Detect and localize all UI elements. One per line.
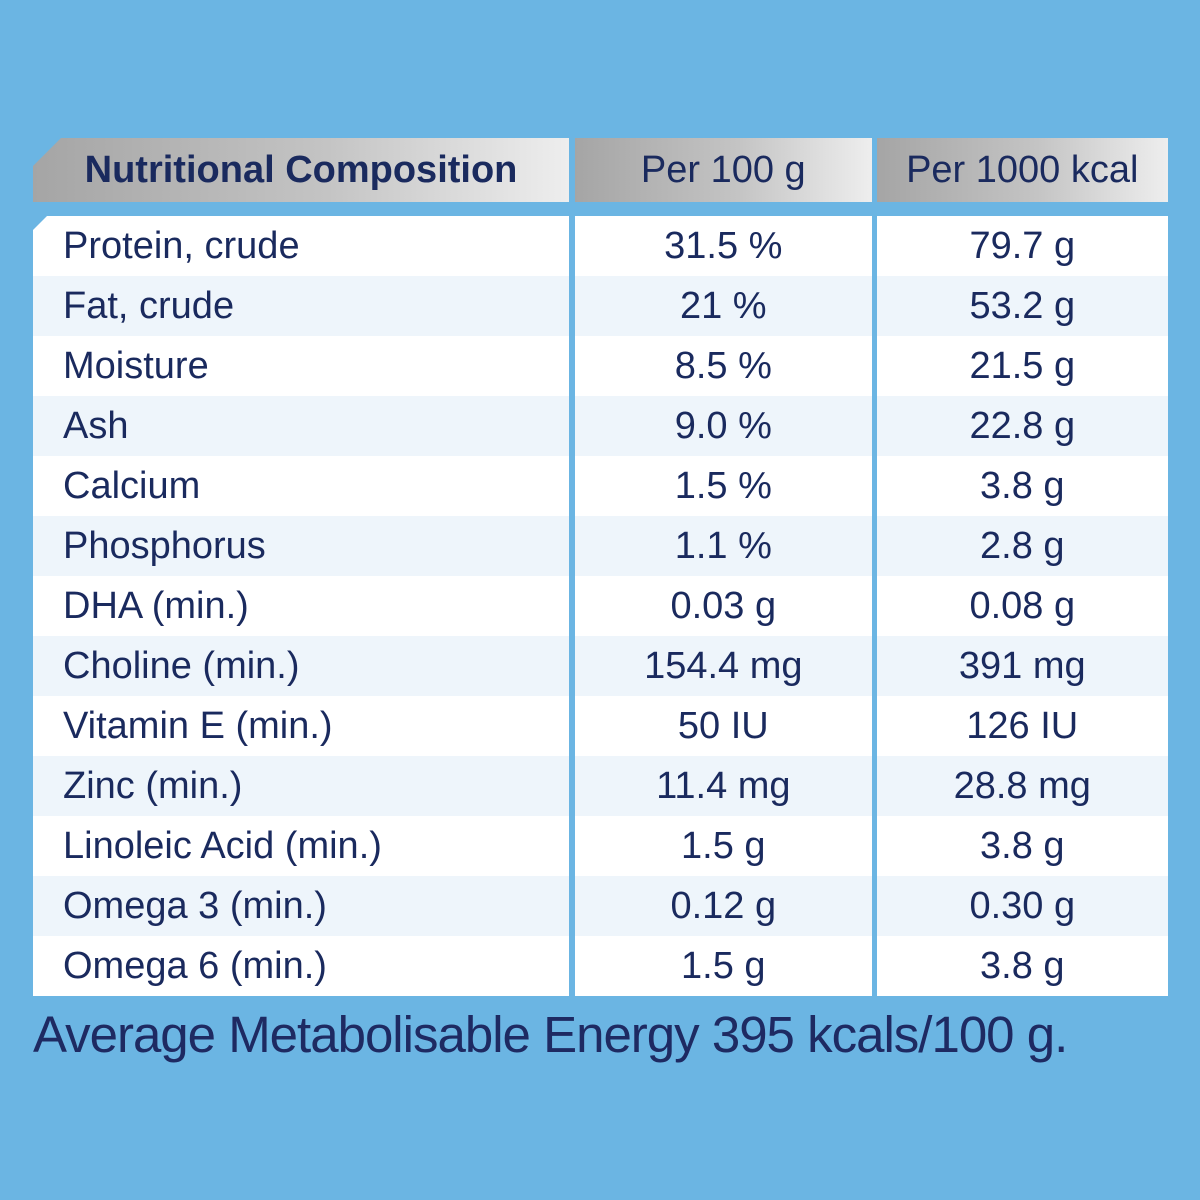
- table-row: Linoleic Acid (min.) 1.5 g 3.8 g: [33, 816, 1168, 876]
- energy-footnote: Average Metabolisable Energy 395 kcals/1…: [33, 1006, 1068, 1063]
- value-per-100g: 1.1 %: [575, 516, 872, 576]
- value-per-1000kcal: 0.30 g: [876, 876, 1168, 936]
- table-body: Protein, crude 31.5 % 79.7 g Fat, crude 21 %…: [33, 216, 1168, 996]
- nutrient-name: Vitamin E (min.): [33, 696, 570, 756]
- value-per-1000kcal: 3.8 g: [876, 456, 1168, 516]
- header-per-100g: Per 100 g: [575, 138, 872, 202]
- value-per-100g: 154.4 mg: [575, 636, 872, 696]
- value-per-100g: 0.12 g: [575, 876, 872, 936]
- nutrient-name: Omega 6 (min.): [33, 936, 570, 996]
- table-row: Ash 9.0 % 22.8 g: [33, 396, 1168, 456]
- table-row: Phosphorus 1.1 % 2.8 g: [33, 516, 1168, 576]
- table-row: Fat, crude 21 % 53.2 g: [33, 276, 1168, 336]
- nutrition-table: Nutritional Composition Per 100 g Per 10…: [33, 138, 1168, 996]
- nutrient-name: Phosphorus: [33, 516, 570, 576]
- value-per-100g: 21 %: [575, 276, 872, 336]
- value-per-1000kcal: 53.2 g: [876, 276, 1168, 336]
- nutrient-name: Linoleic Acid (min.): [33, 816, 570, 876]
- nutrient-name: Fat, crude: [33, 276, 570, 336]
- nutrient-name: Calcium: [33, 456, 570, 516]
- table-row: Zinc (min.) 11.4 mg 28.8 mg: [33, 756, 1168, 816]
- nutrient-name: Zinc (min.): [33, 756, 570, 816]
- value-per-100g: 50 IU: [575, 696, 872, 756]
- nutrient-name: Omega 3 (min.): [33, 876, 570, 936]
- value-per-100g: 11.4 mg: [575, 756, 872, 816]
- value-per-1000kcal: 79.7 g: [876, 216, 1168, 276]
- table-row: DHA (min.) 0.03 g 0.08 g: [33, 576, 1168, 636]
- value-per-100g: 1.5 %: [575, 456, 872, 516]
- nutrient-name: Ash: [33, 396, 570, 456]
- nutrient-name: DHA (min.): [33, 576, 570, 636]
- value-per-100g: 1.5 g: [575, 816, 872, 876]
- nutrient-name: Moisture: [33, 336, 570, 396]
- header-per-1000kcal: Per 1000 kcal: [876, 138, 1168, 202]
- table-row: Choline (min.) 154.4 mg 391 mg: [33, 636, 1168, 696]
- value-per-1000kcal: 28.8 mg: [876, 756, 1168, 816]
- value-per-100g: 1.5 g: [575, 936, 872, 996]
- table-header: Nutritional Composition Per 100 g Per 10…: [33, 138, 1168, 202]
- value-per-1000kcal: 21.5 g: [876, 336, 1168, 396]
- value-per-100g: 8.5 %: [575, 336, 872, 396]
- value-per-100g: 31.5 %: [575, 216, 872, 276]
- table-row: Moisture 8.5 % 21.5 g: [33, 336, 1168, 396]
- value-per-1000kcal: 391 mg: [876, 636, 1168, 696]
- table-row: Omega 3 (min.) 0.12 g 0.30 g: [33, 876, 1168, 936]
- value-per-1000kcal: 2.8 g: [876, 516, 1168, 576]
- header-nutritional-composition: Nutritional Composition: [33, 138, 570, 202]
- table-row: Calcium 1.5 % 3.8 g: [33, 456, 1168, 516]
- value-per-1000kcal: 22.8 g: [876, 396, 1168, 456]
- value-per-100g: 9.0 %: [575, 396, 872, 456]
- value-per-1000kcal: 3.8 g: [876, 816, 1168, 876]
- value-per-1000kcal: 3.8 g: [876, 936, 1168, 996]
- nutrient-name: Choline (min.): [33, 636, 570, 696]
- table-row: Omega 6 (min.) 1.5 g 3.8 g: [33, 936, 1168, 996]
- table-row: Vitamin E (min.) 50 IU 126 IU: [33, 696, 1168, 756]
- value-per-1000kcal: 0.08 g: [876, 576, 1168, 636]
- value-per-100g: 0.03 g: [575, 576, 872, 636]
- nutrient-name: Protein, crude: [33, 216, 570, 276]
- table-row: Protein, crude 31.5 % 79.7 g: [33, 216, 1168, 276]
- value-per-1000kcal: 126 IU: [876, 696, 1168, 756]
